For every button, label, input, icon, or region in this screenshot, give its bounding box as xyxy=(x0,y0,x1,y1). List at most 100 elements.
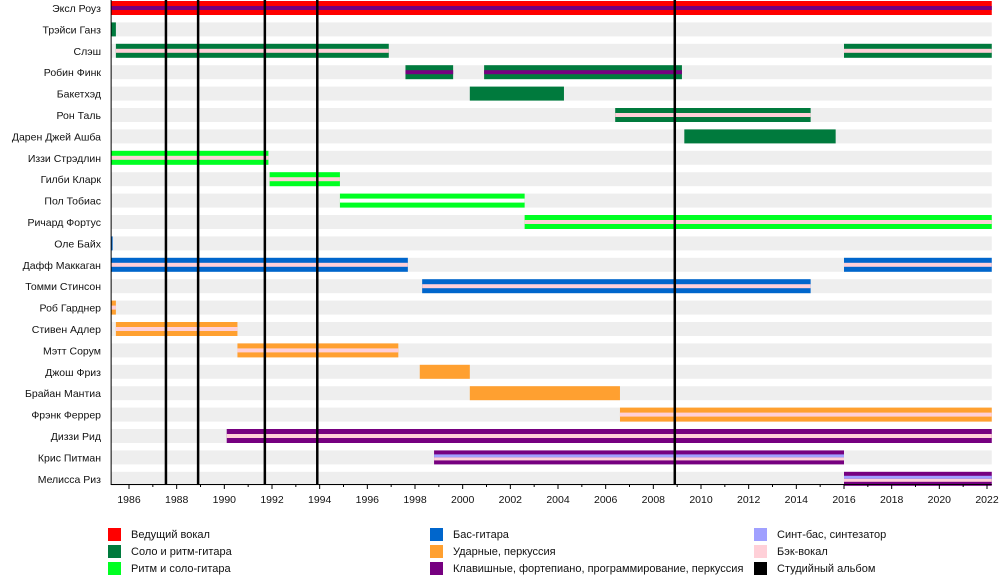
role-stripe xyxy=(524,220,992,224)
legend-label: Студийный альбом xyxy=(777,562,876,575)
legend-item: Ритм и соло-гитара xyxy=(108,560,231,577)
legend-item: Ведущий вокал xyxy=(108,526,210,543)
member-label: Иззи Стрэдлин xyxy=(28,153,101,165)
x-tick-label: 2014 xyxy=(785,494,809,506)
role-stripe xyxy=(111,262,408,267)
member-label: Томми Стинсон xyxy=(25,281,101,293)
role-stripe xyxy=(226,434,992,438)
legend-item: Ударные, перкуссия xyxy=(430,543,556,560)
role-stripe xyxy=(115,327,238,331)
role-stripe xyxy=(111,155,269,160)
role-stripe xyxy=(434,454,844,458)
role-stripe xyxy=(269,177,340,182)
x-tick-label: 2006 xyxy=(594,494,618,506)
member-label: Мэтт Сорум xyxy=(43,345,101,357)
legend-label: Бас-гитара xyxy=(453,528,509,541)
role-stripe xyxy=(484,70,682,75)
role-stripe xyxy=(422,284,811,289)
x-tick-label: 1988 xyxy=(165,494,189,506)
member-label: Рон Таль xyxy=(57,110,102,122)
member-label: Стивен Адлер xyxy=(32,324,101,336)
member-label: Оле Байх xyxy=(54,238,102,250)
legend-item: Студийный альбом xyxy=(754,560,875,577)
row-background xyxy=(111,322,992,336)
legend-label: Ведущий вокал xyxy=(131,528,210,541)
member-bar xyxy=(469,86,564,101)
legend-swatch xyxy=(754,528,767,541)
legend-swatch xyxy=(108,545,121,558)
role-stripe xyxy=(434,457,844,461)
row-background xyxy=(111,364,992,379)
legend-item: Синт-бас, синтезатор xyxy=(754,526,886,543)
x-tick-label: 2010 xyxy=(689,494,713,506)
legend-swatch xyxy=(430,545,443,558)
x-tick-label: 1994 xyxy=(308,494,332,506)
role-stripe xyxy=(844,475,992,479)
role-stripe xyxy=(111,305,116,310)
member-label: Эксл Роуз xyxy=(52,3,101,15)
role-stripe xyxy=(615,113,811,117)
x-tick-label: 2004 xyxy=(546,494,570,506)
row-background xyxy=(111,236,992,251)
row-background xyxy=(111,193,992,208)
x-tick-label: 2008 xyxy=(642,494,666,506)
member-label: Крис Питман xyxy=(38,452,101,464)
member-bar xyxy=(684,129,836,144)
legend-item: Соло и ритм-гитара xyxy=(108,543,232,560)
member-label: Пол Тобиас xyxy=(44,196,101,208)
x-tick-label: 1990 xyxy=(213,494,237,506)
legend-swatch xyxy=(108,562,121,575)
role-stripe xyxy=(844,48,992,53)
role-stripe xyxy=(619,412,992,417)
row-background xyxy=(111,150,992,165)
legend-label: Ударные, перкуссия xyxy=(453,545,556,558)
legend-swatch xyxy=(754,562,767,575)
x-tick-label: 1992 xyxy=(260,494,284,506)
legend-label: Ритм и соло-гитара xyxy=(131,562,231,575)
role-stripe xyxy=(111,6,992,10)
member-bar xyxy=(419,364,470,379)
member-bar xyxy=(111,22,116,37)
role-stripe xyxy=(844,262,992,267)
legend-item: Бас-гитара xyxy=(430,526,509,543)
member-label: Ричард Фортус xyxy=(27,217,101,229)
member-label: Роб Гарднер xyxy=(40,303,102,315)
member-label: Мелисса Риз xyxy=(38,474,101,486)
legend-swatch xyxy=(430,562,443,575)
timeline-plot: Эксл Роуз Трэйси Ганз Слэш Робин Финк Бакетх… xyxy=(12,0,999,506)
x-tick-label: 2012 xyxy=(737,494,761,506)
member-label: Гилби Кларк xyxy=(41,174,102,186)
member-label: Фрэнк Феррер xyxy=(31,410,101,422)
row-background xyxy=(111,22,992,37)
legend-label: Бэк-вокал xyxy=(777,545,828,558)
x-tick-label: 1996 xyxy=(356,494,380,506)
x-tick-label: 2002 xyxy=(499,494,523,506)
legend-label: Синт-бас, синтезатор xyxy=(777,528,887,541)
member-label: Трэйси Ганз xyxy=(43,24,102,36)
row-background xyxy=(111,300,992,315)
x-tick-label: 2020 xyxy=(928,494,952,506)
legend-swatch xyxy=(754,545,767,558)
legend-swatch xyxy=(430,528,443,541)
member-label: Джош Фриз xyxy=(45,367,101,379)
member-label: Диззи Рид xyxy=(51,431,101,443)
x-tick-label: 2022 xyxy=(975,494,999,506)
member-label: Бакетхэд xyxy=(57,89,101,101)
x-tick-label: 2016 xyxy=(832,494,856,506)
row-background xyxy=(111,129,992,144)
row-background xyxy=(111,471,992,486)
legend-swatch xyxy=(108,528,121,541)
row-background xyxy=(111,172,992,187)
member-label: Слэш xyxy=(74,46,102,58)
x-tick-label: 2000 xyxy=(451,494,475,506)
member-bar xyxy=(111,236,113,251)
role-stripe xyxy=(405,70,454,75)
role-stripe xyxy=(844,478,992,482)
member-label: Дарен Джей Ашба xyxy=(12,131,101,143)
x-tick-label: 1998 xyxy=(403,494,427,506)
x-tick-label: 1986 xyxy=(117,494,141,506)
legend-label: Клавишные, фортепиано, программирование,… xyxy=(453,562,744,575)
role-stripe xyxy=(115,48,389,53)
legend-label: Соло и ритм-гитара xyxy=(131,545,232,558)
